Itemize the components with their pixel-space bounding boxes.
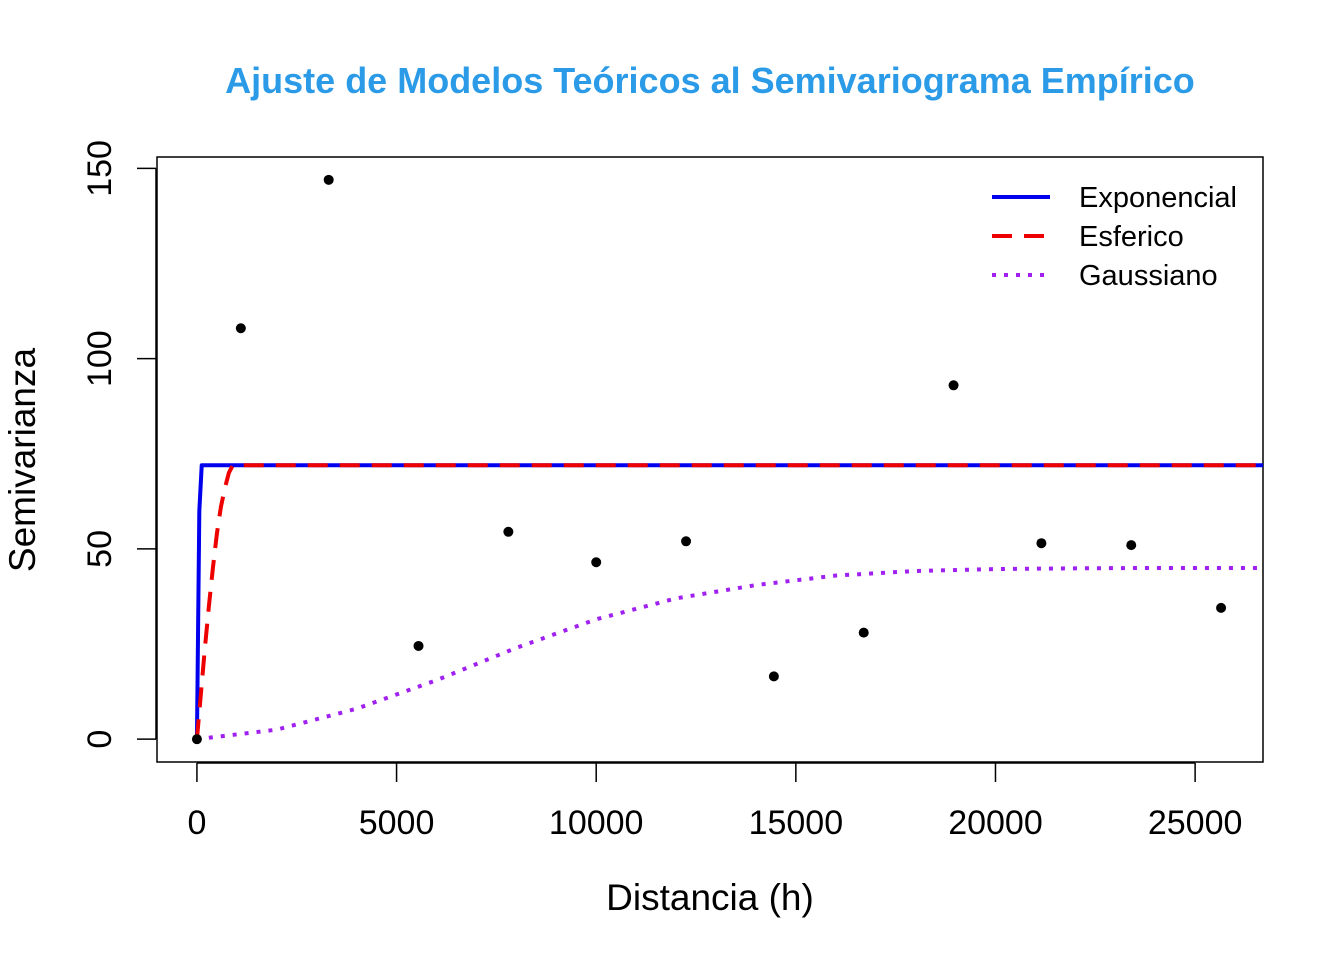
data-point: [591, 557, 602, 568]
data-point: [1216, 602, 1227, 613]
legend-label-spherical: Esferico: [1079, 221, 1184, 253]
x-tick-label: 5000: [359, 804, 435, 842]
series-line-gaussian: [196, 565, 1263, 742]
y-tick-label: 100: [81, 330, 119, 387]
legend-label-gaussian: Gaussiano: [1079, 260, 1218, 292]
data-point: [1126, 540, 1137, 551]
data-point: [858, 627, 869, 638]
y-tick-label: 50: [81, 530, 119, 568]
x-tick-label: 25000: [1148, 804, 1243, 842]
data-point: [503, 526, 514, 537]
x-axis-label: Distancia (h): [606, 877, 814, 918]
data-point: [681, 536, 692, 547]
data-point: [191, 734, 202, 745]
data-point: [1036, 538, 1047, 549]
chart-title: Ajuste de Modelos Teóricos al Semivariog…: [225, 60, 1195, 101]
data-point: [235, 323, 246, 334]
x-tick-label: 10000: [549, 804, 644, 842]
y-axis-label: Semivarianza: [2, 348, 43, 573]
x-tick-label: 0: [187, 804, 206, 842]
series-line-exponential: [194, 463, 1263, 740]
series-line-spherical: [194, 463, 1263, 740]
legend: Exponencial Esferico Gaussiano: [992, 182, 1237, 292]
x-tick-label: 20000: [948, 804, 1043, 842]
data-point: [768, 671, 779, 682]
y-tick-label: 150: [81, 140, 119, 197]
x-tick-label: 15000: [749, 804, 844, 842]
plot-frame: [156, 156, 1264, 763]
data-point: [323, 174, 334, 185]
data-point: [413, 640, 424, 651]
data-point: [948, 380, 959, 391]
y-tick-label: 0: [81, 730, 119, 749]
legend-label-exponential: Exponencial: [1079, 182, 1237, 214]
